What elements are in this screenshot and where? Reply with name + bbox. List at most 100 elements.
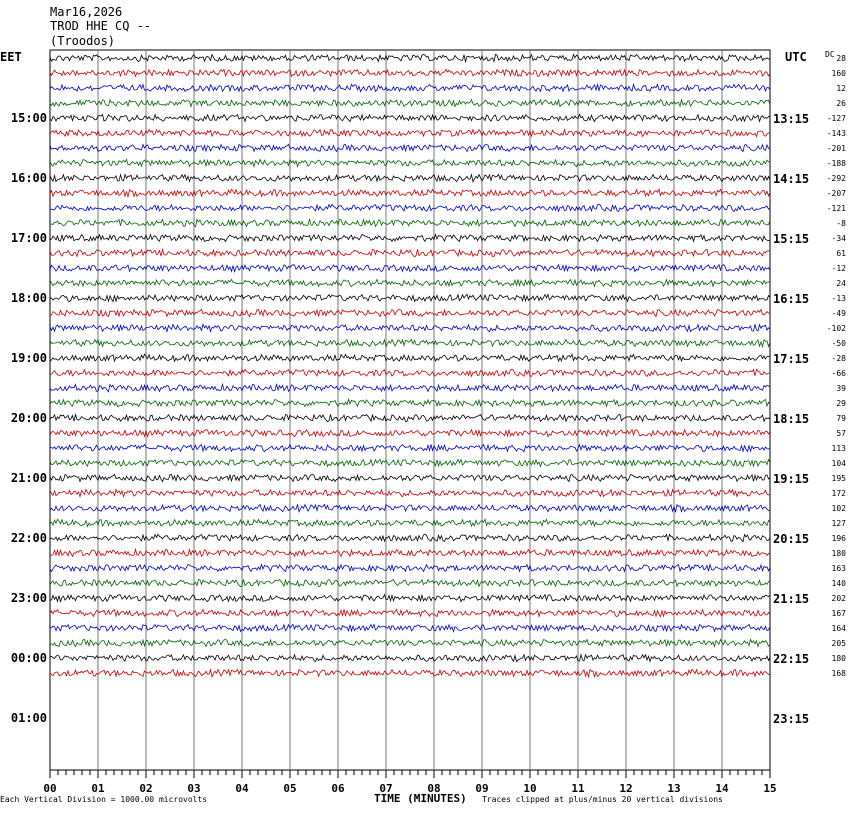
dc-offset: 12 [836, 84, 846, 93]
x-tick-label: 10 [523, 782, 536, 795]
dc-offset: 127 [832, 519, 847, 528]
trace-31 [49, 518, 771, 528]
dc-offset: -292 [827, 174, 846, 183]
dc-offset: 205 [832, 639, 847, 648]
x-tick-label: 02 [139, 782, 152, 795]
trace-29 [49, 488, 771, 498]
x-tick-label: 00 [43, 782, 56, 795]
right-timezone-label: UTC [785, 50, 807, 64]
dc-offset: 79 [836, 414, 846, 423]
right-time-label: 18:15 [773, 412, 809, 426]
trace-17 [49, 308, 771, 318]
trace-9 [49, 188, 771, 199]
dc-offset: 180 [832, 549, 847, 558]
dc-offset: 195 [832, 474, 847, 483]
trace-14 [49, 263, 771, 273]
trace-28 [49, 473, 771, 483]
dc-offset: 61 [836, 249, 846, 258]
x-tick-label: 05 [283, 782, 296, 795]
right-time-label: 23:15 [773, 712, 809, 726]
trace-12 [49, 233, 770, 243]
dc-offset: 160 [832, 69, 847, 78]
trace-0 [49, 53, 771, 64]
dc-offset: -66 [832, 369, 847, 378]
trace-11 [49, 217, 771, 228]
left-time-label: 01:00 [11, 711, 47, 725]
x-tick-label: 14 [715, 782, 729, 795]
trace-37 [49, 608, 771, 618]
trace-3 [49, 98, 771, 109]
trace-21 [49, 368, 771, 378]
x-axis-title: TIME (MINUTES) [374, 792, 467, 805]
trace-7 [49, 158, 771, 168]
x-tick-label: 09 [475, 782, 488, 795]
trace-23 [49, 398, 771, 408]
right-time-label: 19:15 [773, 472, 809, 486]
dc-offset: 196 [832, 534, 847, 543]
dc-offset: 28 [836, 54, 846, 63]
left-time-label: 19:00 [11, 351, 47, 365]
dc-offset: 140 [832, 579, 847, 588]
trace-36 [49, 593, 771, 603]
right-time-label: 15:15 [773, 232, 809, 246]
trace-5 [49, 128, 771, 138]
dc-label: DC [825, 50, 835, 59]
dc-offset: 57 [836, 429, 846, 438]
dc-offset: 164 [832, 624, 847, 633]
trace-2 [49, 82, 771, 93]
dc-offset: -143 [827, 129, 846, 138]
right-time-labels: 13:15 14:15 15:15 16:15 17:15 18:15 19:15 20:15… [773, 112, 809, 726]
right-time-label: 17:15 [773, 352, 809, 366]
trace-16 [49, 293, 771, 303]
trace-35 [49, 578, 771, 588]
station-code: TROD HHE CQ -- [50, 19, 152, 33]
dc-offset: 163 [832, 564, 847, 573]
trace-15 [49, 278, 771, 288]
x-tick-label: 15 [763, 782, 776, 795]
left-timezone-label: EET [0, 50, 22, 64]
trace-6 [49, 143, 771, 153]
dc-offset-values: 28 160 12 26 -127 -143 -201 -188 -292 -207 -121 -8 -… [827, 54, 846, 678]
left-time-label: 17:00 [11, 231, 47, 245]
trace-19 [49, 338, 771, 349]
dc-offset: 168 [832, 669, 847, 678]
trace-18 [49, 323, 771, 333]
dc-offset: 104 [832, 459, 847, 468]
trace-39 [49, 638, 771, 648]
trace-24 [49, 413, 771, 423]
trace-10 [49, 203, 771, 213]
x-tick-label: 13 [667, 782, 680, 795]
right-time-label: 20:15 [773, 532, 809, 546]
left-time-label: 20:00 [11, 411, 47, 425]
x-tick-label: 11 [571, 782, 585, 795]
dc-offset: -188 [827, 159, 846, 168]
trace-27 [49, 458, 771, 468]
dc-offset: -12 [832, 264, 847, 273]
right-time-label: 16:15 [773, 292, 809, 306]
x-tick-label: 03 [187, 782, 200, 795]
trace-8 [49, 173, 771, 184]
dc-offset: -102 [827, 324, 846, 333]
vertical-division-note: Each Vertical Division = 1000.00 microvo… [0, 795, 208, 804]
left-time-label: 16:00 [11, 171, 47, 185]
trace-40 [49, 653, 771, 663]
dc-offset: 26 [836, 99, 846, 108]
left-time-label: 21:00 [11, 471, 47, 485]
time-axis: 00 01 02 03 04 05 06 07 08 09 10 11 12 13 14 15 [43, 770, 777, 795]
dc-offset: 113 [832, 444, 847, 453]
x-tick-label: 08 [427, 782, 440, 795]
trace-26 [50, 443, 771, 453]
right-time-label: 13:15 [773, 112, 809, 126]
dc-offset: -207 [827, 189, 846, 198]
plot-frame [49, 49, 771, 771]
left-time-labels: 15:00 16:00 17:00 18:00 19:00 20:00 21:00 22:00… [11, 111, 47, 725]
dc-offset: 39 [836, 384, 846, 393]
dc-offset: -201 [827, 144, 846, 153]
dc-offset: -28 [832, 354, 847, 363]
dc-offset: 172 [832, 489, 847, 498]
dc-offset: 29 [836, 399, 846, 408]
dc-offset: 102 [832, 504, 847, 513]
trace-group [49, 53, 771, 679]
dc-offset: -8 [836, 219, 846, 228]
